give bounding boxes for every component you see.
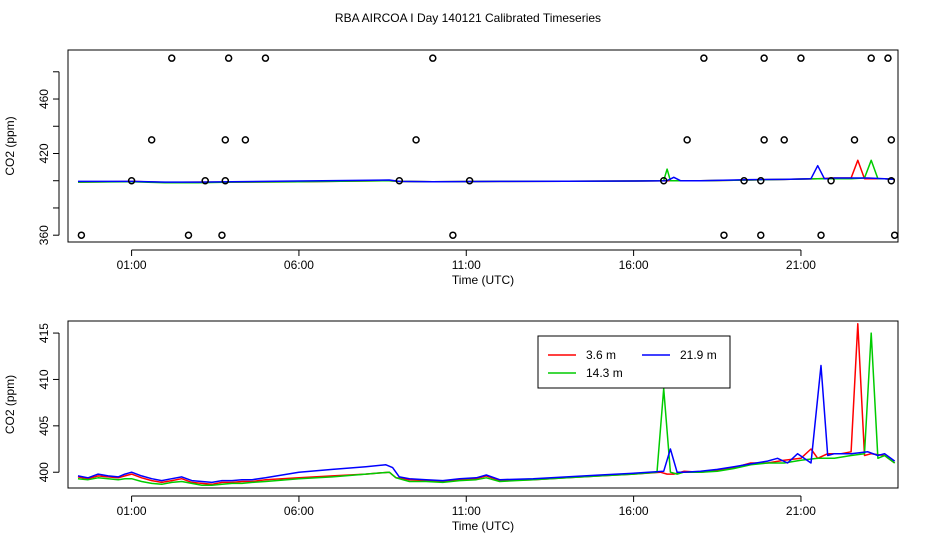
data-point [147,136,156,144]
data-point [168,54,176,62]
y-tick-label: 460 [37,89,51,109]
y-axis-label: CO2 (ppm) [3,375,17,434]
data-point [77,231,86,239]
data-point [218,231,226,239]
data-point [700,54,708,62]
data-point [221,136,230,144]
outlier-points [77,54,898,239]
data-point [740,176,748,185]
data-point [890,231,898,239]
data-point [184,231,193,239]
data-point [261,54,270,62]
data-point [449,231,457,239]
data-point [429,54,437,62]
data-point [757,176,765,185]
plot-frame [67,49,899,243]
data-point [127,176,136,185]
data-point [887,136,896,144]
data-point [395,176,404,185]
data-point [412,136,420,144]
x-tick-label: 21:00 [786,504,816,518]
x-tick-label: 21:00 [786,258,816,272]
data-point [760,54,768,62]
x-tick-label: 06:00 [284,504,314,518]
data-point [797,54,805,62]
data-point [887,176,896,185]
x-tick-label: 16:00 [619,258,649,272]
y-axis-label: CO2 (ppm) [3,116,17,175]
data-point [224,54,233,62]
series-line-14-3-m [77,332,896,486]
figure-title: RBA AIRCOA I Day 140121 Calibrated Times… [335,11,601,25]
x-axis-label: Time (UTC) [452,519,514,533]
y-tick-label: 415 [37,323,51,343]
series-line [78,164,895,183]
x-tick-label: 11:00 [452,258,481,272]
series-line-21-9-m [77,364,896,484]
x-tick-label: 16:00 [619,504,649,518]
data-point [201,176,209,185]
data-point [720,231,728,239]
data-point [760,136,768,144]
x-tick-label: 01:00 [117,504,147,518]
legend-box [537,335,731,389]
data-point [659,176,668,185]
x-tick-label: 06:00 [284,258,314,272]
co2-timeseries-panel-all: 01:00 06:00 11:00 16:00 21:00 Time (UTC) 360 42… [3,49,899,287]
legend: 3.6 m 14.3 m 21.9 m [537,335,731,389]
data-point [465,176,474,185]
legend-label: 21.9 m [680,348,717,362]
data-point [683,136,691,144]
y-tick-label: 405 [37,416,51,436]
x-axis-label: Time (UTC) [452,273,514,287]
data-point [867,54,875,62]
x-tick-label: 11:00 [452,504,481,518]
data-point [850,136,859,144]
y-tick-label: 420 [37,143,51,163]
co2-timeseries-panel-zoomed: 01:00 06:00 11:00 16:00 21:00 Time (UTC) 400 40… [3,320,899,533]
data-point [757,231,765,239]
y-tick-label: 410 [37,369,51,389]
data-layer [77,54,898,239]
data-layer [77,323,896,486]
data-point [221,176,230,185]
series-line-3-6-m [77,323,896,486]
legend-label: 14.3 m [586,366,623,380]
legend-label: 3.6 m [586,348,616,362]
x-tick-label: 01:00 [117,258,147,272]
plot-frame [67,320,899,489]
y-tick-label: 400 [37,462,51,482]
data-point [241,136,250,144]
y-tick-label: 360 [37,225,51,245]
data-point [817,231,825,239]
data-point [884,54,892,62]
data-point [780,136,788,144]
data-point [827,176,835,185]
